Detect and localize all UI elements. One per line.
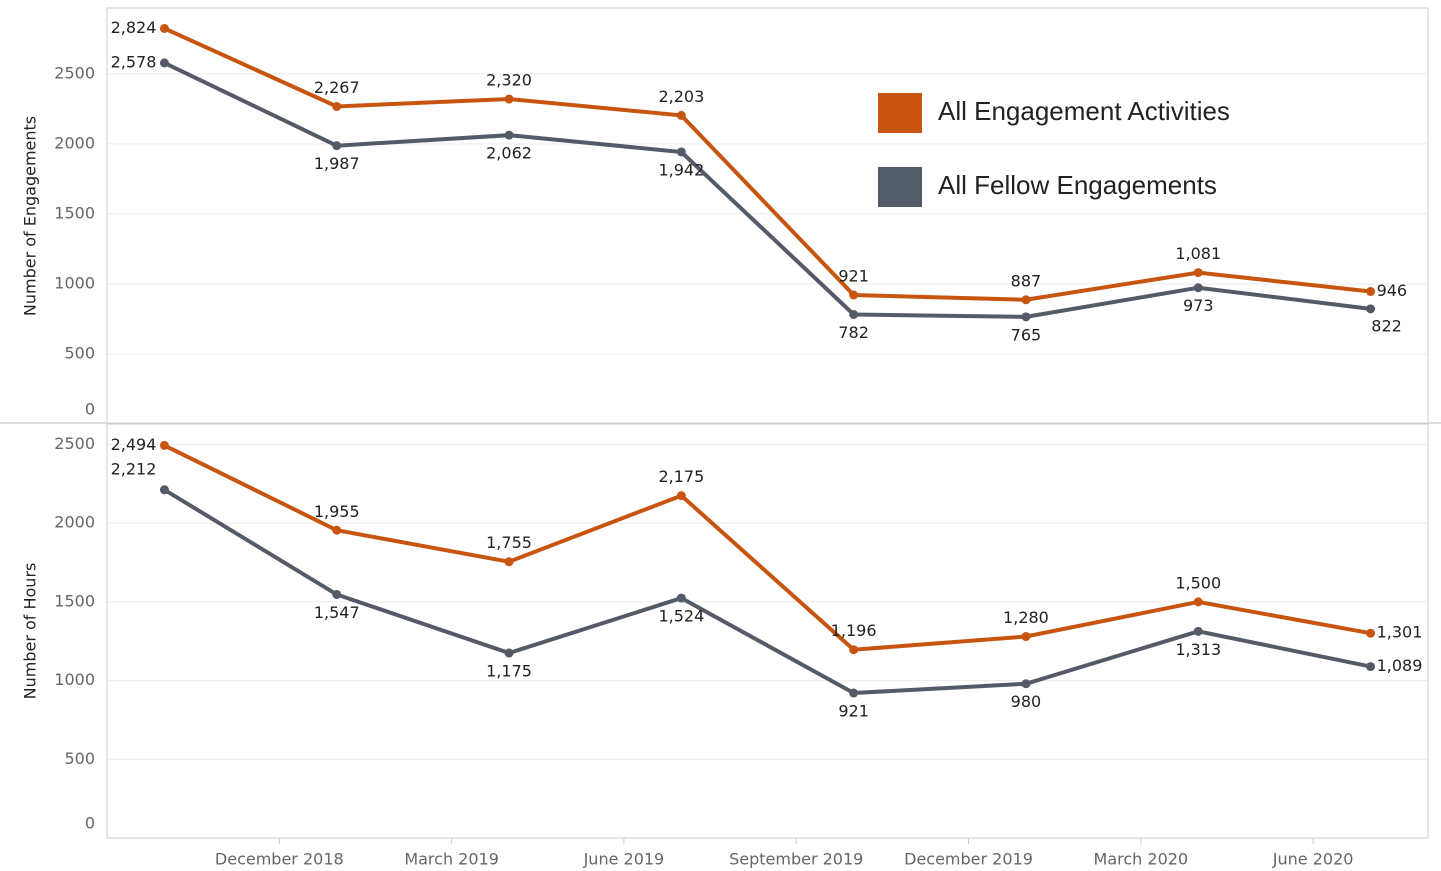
value-label: 1,280 — [1003, 608, 1049, 627]
point — [332, 101, 342, 111]
point — [849, 309, 859, 319]
y-tick-label: 0 — [85, 814, 95, 833]
value-label: 1,755 — [486, 533, 532, 552]
y-tick-label: 2000 — [54, 513, 95, 532]
value-label: 1,081 — [1175, 244, 1221, 263]
frame-top — [106, 7, 1429, 424]
value-label: 2,203 — [658, 87, 704, 106]
point — [1366, 286, 1376, 296]
legend-swatch — [878, 167, 922, 207]
value-label: 2,267 — [314, 78, 360, 97]
point — [849, 688, 859, 698]
point — [1021, 632, 1031, 642]
point — [504, 94, 514, 104]
point — [1366, 628, 1376, 638]
x-tick-label: September 2019 — [729, 850, 863, 869]
value-label: 973 — [1183, 296, 1214, 315]
point — [1021, 679, 1031, 689]
value-label: 1,547 — [314, 603, 360, 622]
value-label: 1,500 — [1175, 573, 1221, 592]
point — [1193, 283, 1203, 293]
point — [1193, 597, 1203, 607]
point — [504, 130, 514, 140]
value-label: 921 — [838, 266, 869, 285]
value-label: 1,313 — [1175, 640, 1221, 659]
value-label: 1,301 — [1377, 623, 1423, 642]
value-label: 1,942 — [658, 160, 704, 179]
point — [1366, 662, 1376, 672]
y-tick-label: 1500 — [54, 591, 95, 610]
value-label: 1,987 — [314, 154, 360, 173]
value-label: 2,494 — [111, 435, 157, 454]
legend-swatch — [878, 93, 922, 133]
legend-label: All Fellow Engagements — [938, 170, 1217, 200]
value-label: 2,212 — [111, 459, 157, 478]
y-axis-title: Number of Engagements — [21, 116, 40, 316]
point — [504, 557, 514, 567]
point — [159, 440, 169, 450]
value-label: 1,955 — [314, 502, 360, 521]
point — [1366, 304, 1376, 314]
value-label: 2,175 — [658, 467, 704, 486]
y-axis-title: Number of Hours — [21, 563, 40, 700]
value-label: 2,578 — [111, 52, 157, 71]
value-label: 782 — [838, 323, 869, 342]
point — [504, 648, 514, 658]
frame-bottom — [106, 423, 1429, 839]
legend-label: All Engagement Activities — [938, 96, 1230, 126]
value-label: 822 — [1371, 316, 1402, 335]
y-tick-label: 2500 — [54, 63, 95, 82]
value-label: 1,089 — [1377, 656, 1423, 675]
point — [159, 58, 169, 68]
point — [1021, 295, 1031, 305]
point — [332, 141, 342, 151]
value-label: 2,320 — [486, 71, 532, 90]
x-tick-label: December 2018 — [215, 850, 344, 869]
y-tick-label: 1500 — [54, 203, 95, 222]
point — [332, 589, 342, 599]
y-tick-label: 2000 — [54, 133, 95, 152]
line — [163, 61, 1371, 319]
point — [159, 23, 169, 33]
x-tick-label: December 2019 — [904, 850, 1033, 869]
value-label: 765 — [1011, 325, 1042, 344]
line — [163, 26, 1371, 302]
value-label: 1,196 — [831, 621, 877, 640]
value-label: 1,524 — [658, 607, 704, 626]
point — [676, 491, 686, 501]
point — [1193, 626, 1203, 636]
value-label: 980 — [1011, 692, 1042, 711]
value-label: 921 — [838, 702, 869, 721]
line — [163, 488, 1371, 696]
value-label: 887 — [1011, 271, 1042, 290]
y-tick-label: 500 — [64, 343, 95, 362]
point — [1021, 312, 1031, 322]
value-label: 2,062 — [486, 144, 532, 163]
value-label: 946 — [1377, 281, 1408, 300]
value-label: 1,175 — [486, 662, 532, 681]
y-tick-label: 2500 — [54, 434, 95, 453]
value-label: 2,824 — [111, 18, 157, 37]
point — [676, 110, 686, 120]
x-tick-label: March 2019 — [404, 850, 499, 869]
point — [849, 290, 859, 300]
point — [332, 525, 342, 535]
y-tick-label: 1000 — [54, 273, 95, 292]
x-tick-label: June 2019 — [583, 850, 665, 869]
point — [676, 147, 686, 157]
x-tick-label: March 2020 — [1094, 850, 1189, 869]
y-tick-label: 1000 — [54, 670, 95, 689]
x-tick-label: June 2020 — [1272, 850, 1354, 869]
point — [676, 593, 686, 603]
point — [159, 485, 169, 495]
point — [1193, 268, 1203, 278]
y-tick-label: 500 — [64, 749, 95, 768]
line — [163, 443, 1371, 652]
y-tick-label: 0 — [85, 400, 95, 419]
point — [849, 645, 859, 655]
